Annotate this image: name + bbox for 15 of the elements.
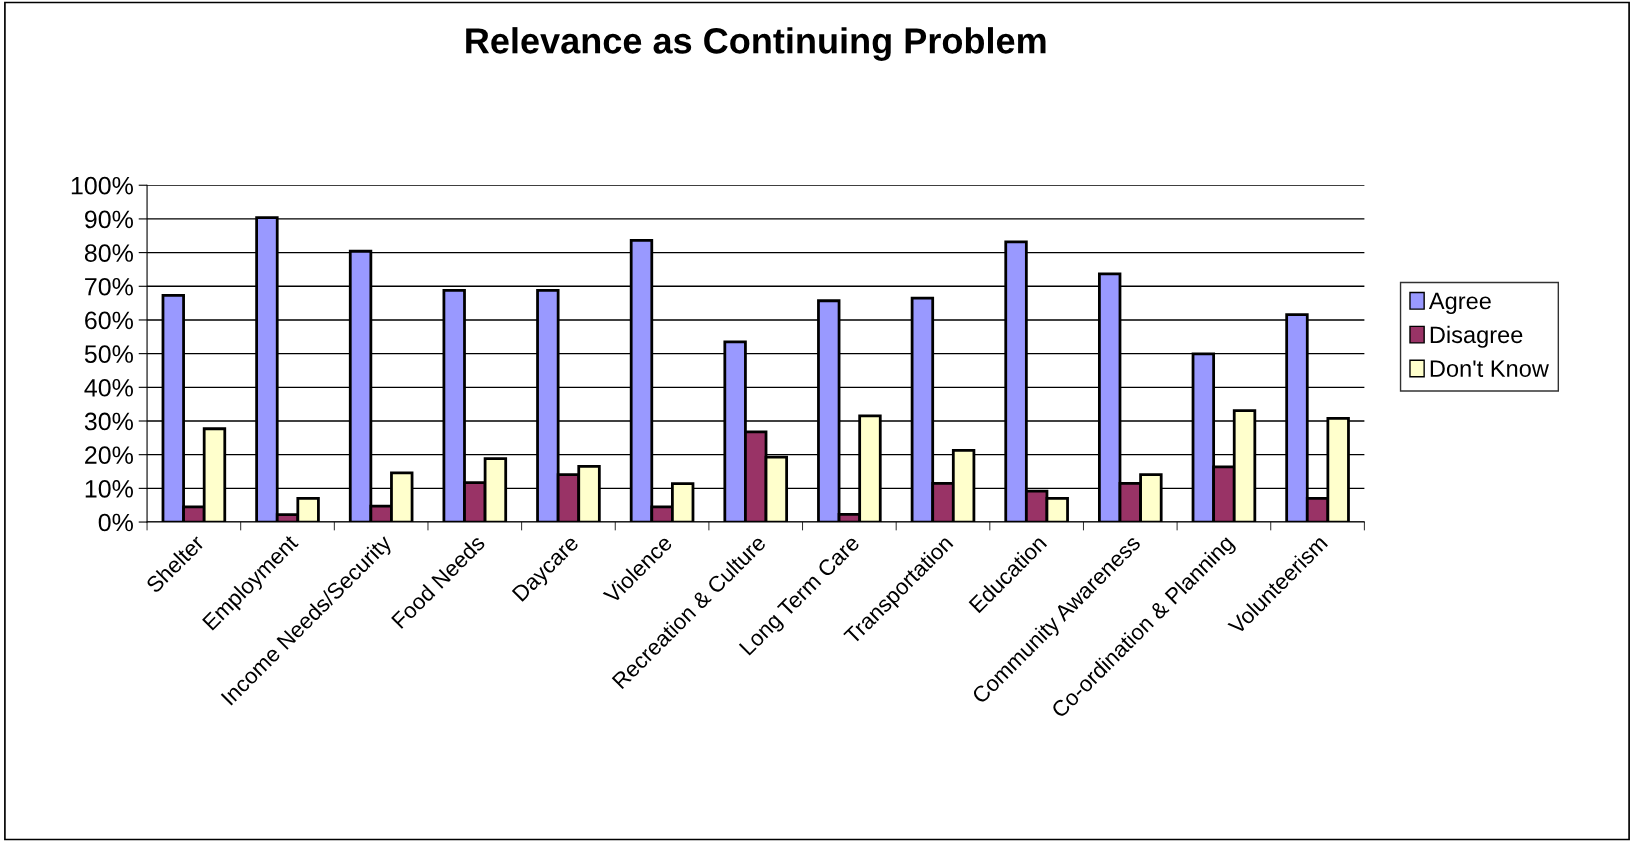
y-tick-label: 40%	[84, 378, 133, 397]
legend-label: Disagree	[1430, 325, 1523, 348]
y-tick-label: 80%	[84, 244, 133, 262]
legend-label: Don't Know	[1430, 360, 1549, 377]
legend-label: Agree	[1428, 292, 1491, 314]
chart-title: Relevance as Continuing Problem	[466, 27, 1046, 61]
y-tick-label: 70%	[85, 277, 133, 296]
y-tick-label: 0%	[98, 513, 133, 532]
y-tick-label: 100%	[71, 176, 133, 195]
y-tick-label: 10%	[85, 479, 133, 498]
y-tick-label: 20%	[85, 446, 133, 464]
y-tick-label: 90%	[85, 210, 133, 229]
y-tick-label: 60%	[85, 311, 133, 330]
y-tick-label: 30%	[84, 412, 133, 431]
y-tick-label: 50%	[84, 345, 133, 363]
